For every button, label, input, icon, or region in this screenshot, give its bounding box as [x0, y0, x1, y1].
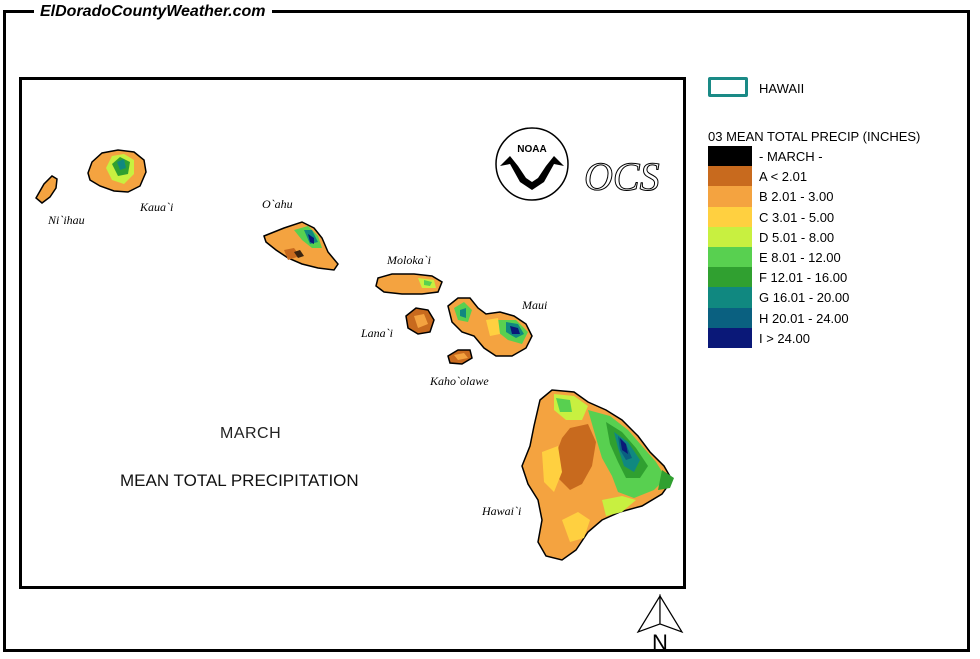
- island-niihau: [35, 175, 58, 204]
- region-key: HAWAII: [708, 76, 968, 102]
- island-oahu: [263, 221, 339, 271]
- label-kahoolawe: Kaho`olawe: [430, 374, 489, 388]
- legend-swatch: [708, 287, 752, 308]
- ocs-logo-text: OCS: [584, 154, 660, 199]
- legend-label: E 8.01 - 12.00: [759, 249, 841, 265]
- island-kauai: [87, 149, 147, 193]
- legend-swatch: [708, 267, 752, 288]
- legend-swatch: [708, 226, 752, 247]
- map-title: MEAN TOTAL PRECIPITATION: [120, 471, 359, 490]
- legend: HAWAII 03 MEAN TOTAL PRECIP (INCHES) - M…: [708, 76, 968, 348]
- label-niihau: Ni`ihau: [48, 213, 85, 227]
- island-lanai: [405, 307, 435, 335]
- noaa-logo-text: NOAA: [517, 144, 546, 155]
- region-swatch: [708, 77, 748, 97]
- north-label: N: [652, 630, 668, 654]
- legend-label: H 20.01 - 24.00: [759, 310, 849, 326]
- legend-swatch: [708, 186, 752, 207]
- month-label: MARCH: [220, 425, 282, 442]
- label-molokai: Moloka`i: [387, 253, 431, 267]
- island-molokai: [375, 273, 443, 295]
- legend-label: D 5.01 - 8.00: [759, 229, 835, 245]
- island-kahoolawe: [447, 349, 473, 365]
- label-hawaii: Hawai`i: [482, 504, 522, 518]
- ocs-logo: OCS: [584, 154, 661, 200]
- legend-label: A < 2.01: [759, 169, 808, 185]
- legend-swatch: [708, 166, 752, 187]
- north-arrow-icon: N: [636, 594, 684, 654]
- island-hawaii: [521, 389, 674, 561]
- label-lanai: Lana`i: [361, 326, 394, 340]
- island-maui: [447, 297, 533, 357]
- legend-swatch: [708, 206, 752, 227]
- legend-label: G 16.01 - 20.00: [759, 290, 850, 306]
- legend-label: C 3.01 - 5.00: [759, 209, 835, 225]
- region-label: HAWAII: [759, 81, 805, 96]
- legend-title: 03 MEAN TOTAL PRECIP (INCHES): [708, 129, 921, 144]
- legend-swatch: [708, 246, 752, 268]
- legend-label: - MARCH -: [759, 149, 823, 164]
- precip-map: [35, 149, 674, 561]
- legend-swatch: [708, 307, 752, 328]
- label-maui: Maui: [522, 298, 548, 312]
- label-kauai: Kaua`i: [140, 200, 174, 214]
- legend-swatch: [708, 146, 752, 167]
- legend-label: B 2.01 - 3.00: [759, 189, 834, 205]
- legend-swatch: [708, 327, 752, 348]
- legend-label: I > 24.00: [759, 330, 810, 346]
- site-title[interactable]: ElDoradoCountyWeather.com: [34, 2, 272, 22]
- legend-label: F 12.01 - 16.00: [759, 270, 848, 286]
- map-panel: Ni`ihau Kaua`i O`ahu Moloka`i Lana`i Mau…: [19, 77, 686, 589]
- label-oahu: O`ahu: [262, 197, 293, 211]
- page-frame: [3, 10, 970, 652]
- noaa-logo: NOAA: [495, 127, 569, 201]
